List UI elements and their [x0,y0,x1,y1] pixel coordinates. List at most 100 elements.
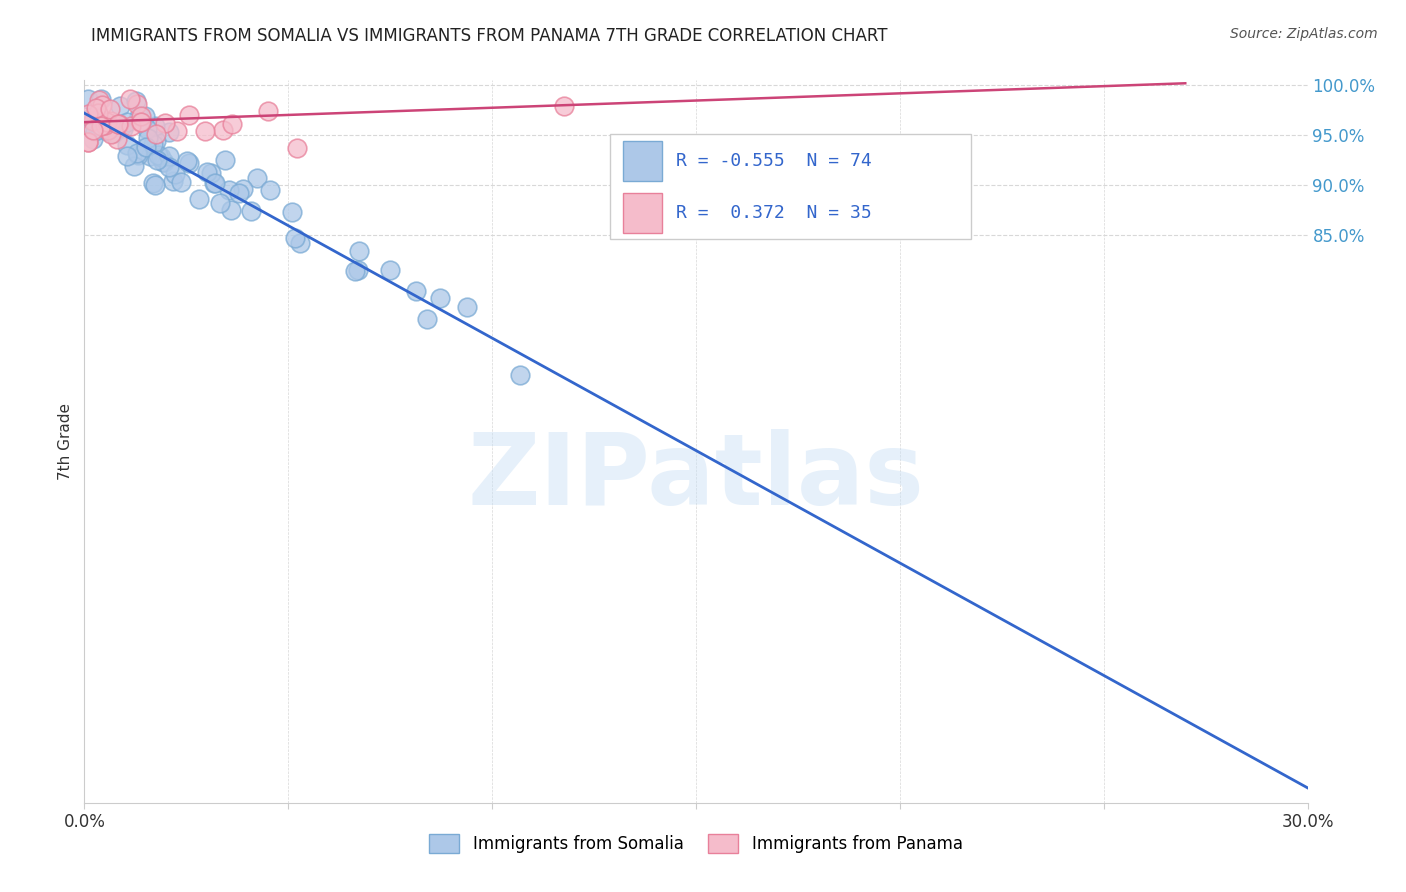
Point [107,117,129,131]
Point [82,123,104,137]
Point [246,171,269,186]
Point [157,125,180,139]
Point [142,176,165,190]
Point [179,156,201,170]
Point [129,114,152,128]
Point [204,176,226,190]
Point [347,244,370,259]
Point [96,115,118,129]
Point [117,138,139,153]
Point [212,122,235,136]
Point [176,153,198,168]
Point [82,112,104,127]
Point [456,300,478,314]
Point [150,150,173,164]
Point [429,291,451,305]
Point [77,107,100,121]
Point [100,103,122,117]
Point [125,95,148,109]
Bar [623,194,662,233]
Point [343,263,366,277]
Point [128,109,150,123]
Text: ZIPatlas: ZIPatlas [468,429,924,526]
Point [115,149,138,163]
Text: IMMIGRANTS FROM SOMALIA VS IMMIGRANTS FROM PANAMA 7TH GRADE CORRELATION CHART: IMMIGRANTS FROM SOMALIA VS IMMIGRANTS FR… [91,27,889,45]
Point [214,153,236,167]
Point [97,123,120,137]
Point [146,153,169,167]
Point [115,115,138,129]
Point [110,120,132,134]
Text: R =  0.372  N = 35: R = 0.372 N = 35 [676,204,872,222]
Point [122,160,145,174]
Point [120,120,142,134]
Point [82,113,104,128]
Point [281,205,304,219]
Point [79,111,101,125]
Point [232,181,254,195]
Point [77,92,100,106]
Point [82,132,104,146]
Point [405,284,427,298]
Point [127,145,149,160]
Point [202,176,225,190]
Point [100,120,122,135]
Point [195,165,218,179]
Point [84,124,107,138]
Point [194,124,217,138]
Point [284,231,307,245]
Point [104,117,127,131]
Point [553,99,575,113]
Point [347,262,370,277]
Point [209,196,232,211]
Point [120,92,142,106]
Point [77,135,100,149]
Point [125,96,148,111]
Point [162,174,184,188]
Point [143,120,166,134]
Point [100,114,122,128]
Point [103,126,125,140]
Point [96,124,118,138]
Point [100,125,122,139]
Point [89,112,111,126]
Point [221,117,243,131]
Point [94,118,117,132]
Point [165,167,187,181]
Point [87,106,110,120]
Point [139,149,162,163]
Point [142,137,165,152]
Point [100,128,122,142]
Point [84,101,107,115]
Point [256,103,278,118]
Point [90,120,112,134]
Point [153,116,176,130]
Point [200,166,222,180]
Point [87,93,110,107]
Point [415,311,437,326]
Point [157,160,180,174]
Point [90,92,112,106]
Point [129,109,152,123]
Point [219,203,242,218]
Point [148,148,170,162]
Point [259,183,281,197]
Text: Source: ZipAtlas.com: Source: ZipAtlas.com [1230,27,1378,41]
Point [105,131,128,145]
Point [152,154,174,169]
Point [288,235,311,250]
Point [77,116,100,130]
Bar [623,141,662,180]
Point [135,139,157,153]
Point [82,114,104,128]
Point [136,131,159,145]
Point [378,263,401,277]
Point [285,141,308,155]
Point [179,108,201,122]
Y-axis label: 7th Grade: 7th Grade [58,403,73,480]
Legend: Immigrants from Somalia, Immigrants from Panama: Immigrants from Somalia, Immigrants from… [423,827,969,860]
Point [112,121,135,136]
Point [127,147,149,161]
Point [166,124,188,138]
Point [107,117,129,131]
